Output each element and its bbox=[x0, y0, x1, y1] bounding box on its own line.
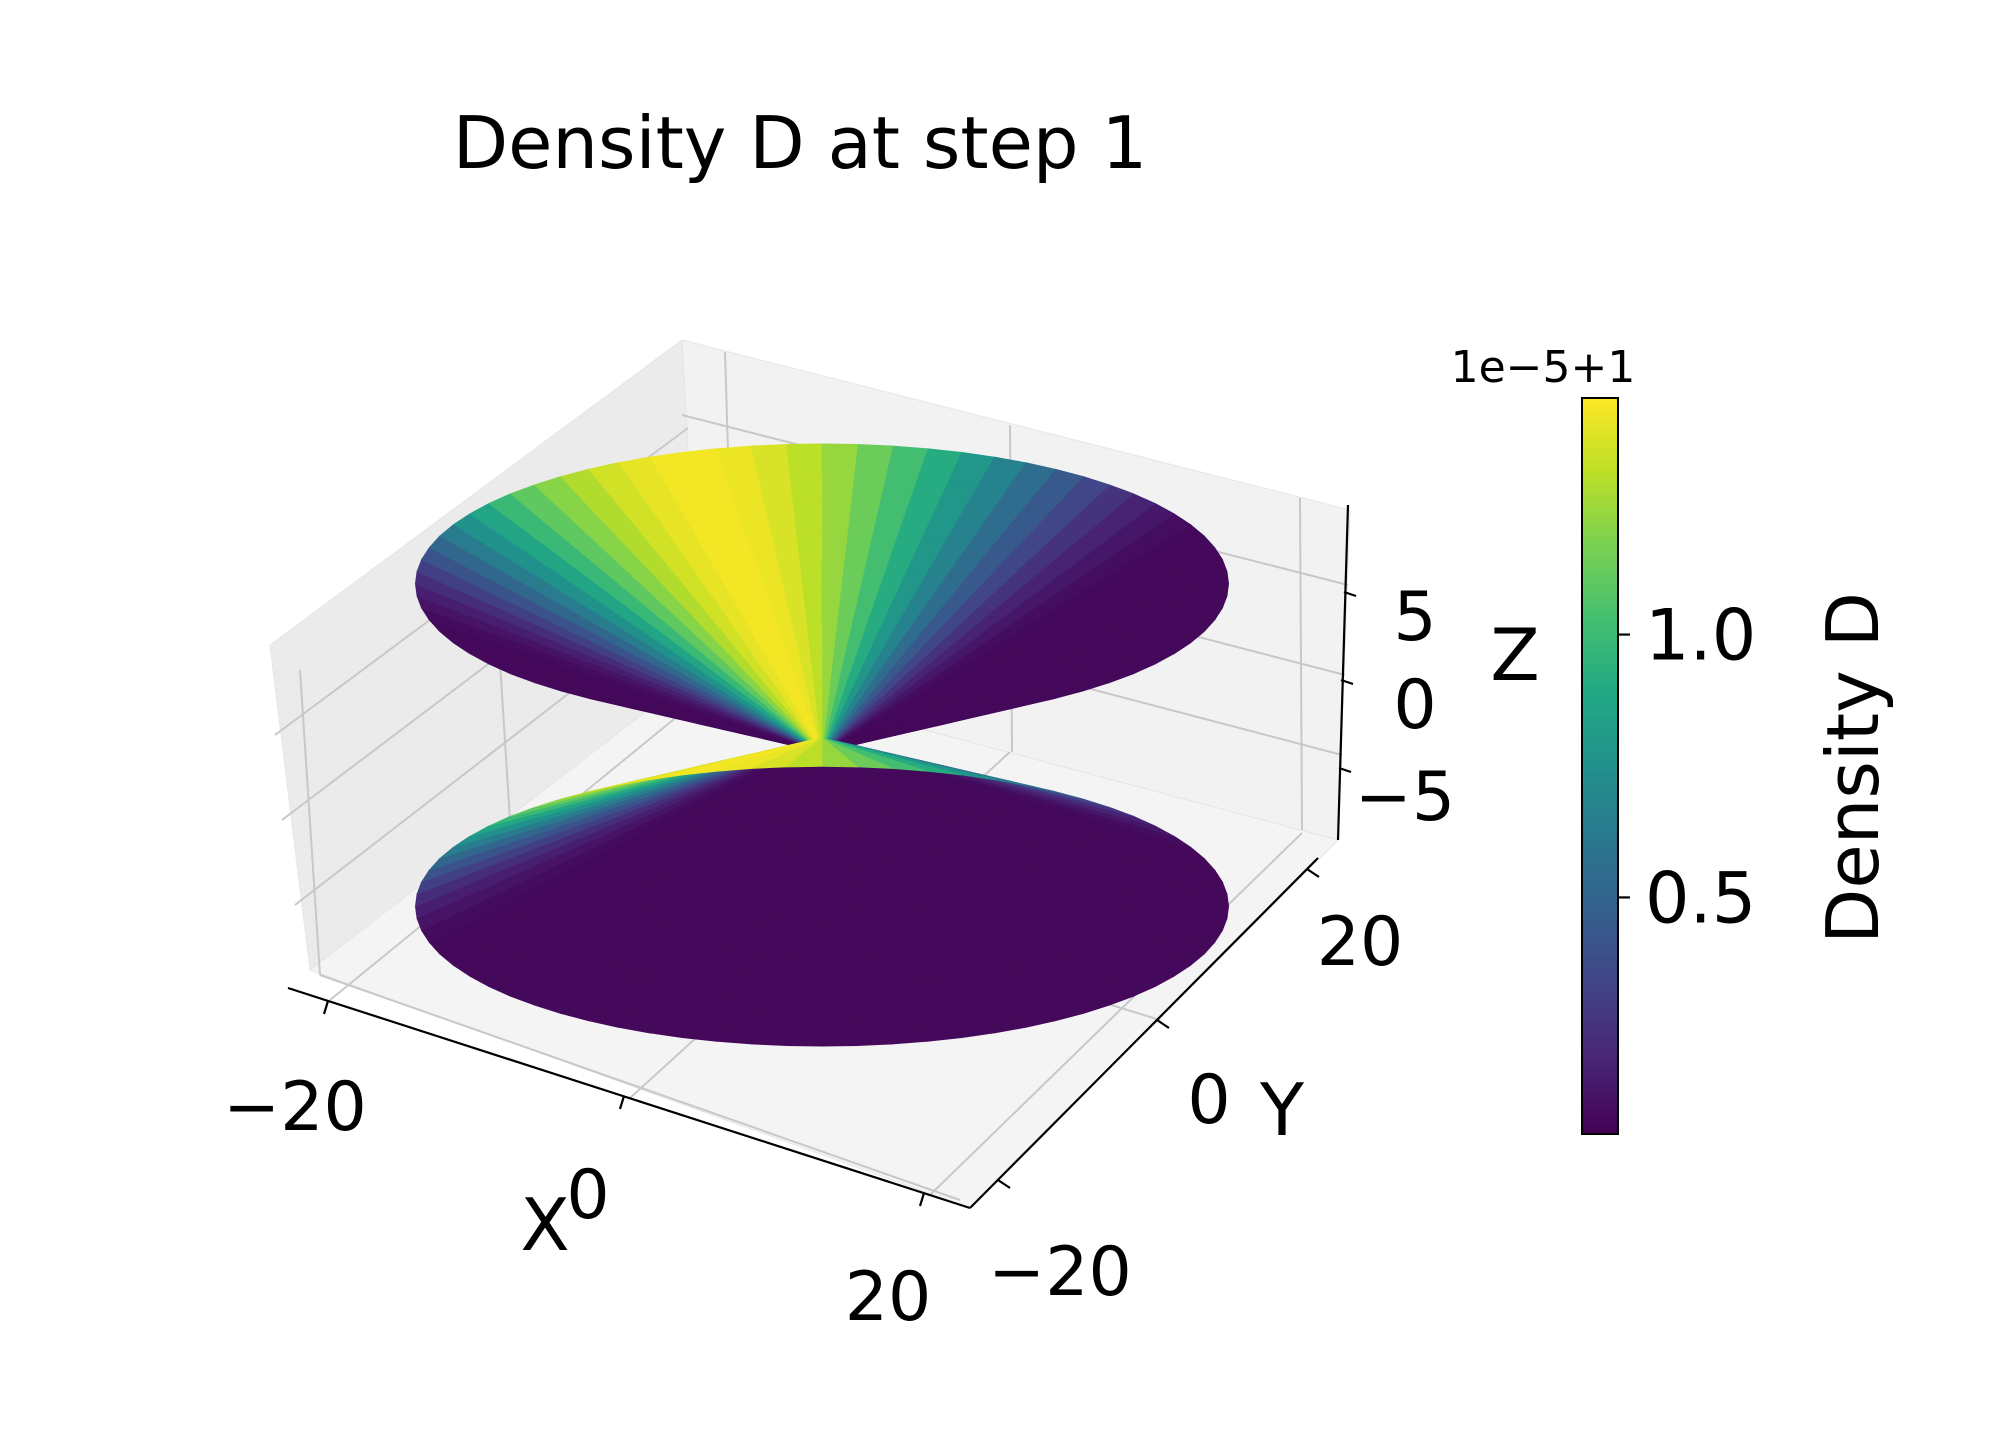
y-axis-line bbox=[969, 857, 1319, 1209]
x-tick-label: 20 bbox=[845, 1258, 932, 1337]
surface-facet bbox=[821, 927, 848, 959]
y-tick-mark bbox=[997, 1179, 1011, 1189]
surface-facet bbox=[785, 763, 823, 768]
surface-facet bbox=[821, 1015, 858, 1047]
z-axis-line bbox=[1336, 504, 1350, 841]
z-tick-mark bbox=[1338, 766, 1352, 774]
surface-facet bbox=[789, 472, 823, 504]
surface-facet bbox=[803, 590, 823, 622]
surface-facet bbox=[786, 443, 823, 475]
z-tick-label: −5 bbox=[1355, 758, 1455, 837]
x-tick-mark bbox=[322, 1000, 330, 1015]
surface-facet bbox=[821, 443, 858, 475]
surface-facet bbox=[789, 986, 823, 1018]
axis-lines bbox=[287, 504, 1350, 1210]
surface-facet bbox=[792, 956, 823, 988]
y-tick-label: −20 bbox=[988, 1233, 1132, 1312]
surface-facet bbox=[792, 502, 823, 534]
surface-facet bbox=[796, 927, 823, 959]
surface-facet bbox=[821, 502, 852, 534]
surface-facet bbox=[750, 443, 791, 476]
y-tick-labels: −20 0 20 bbox=[988, 903, 1403, 1312]
y-axis-label: Y bbox=[1259, 1068, 1305, 1152]
colorbar-tick-label: 0.5 bbox=[1645, 857, 1756, 939]
surface-facet bbox=[850, 473, 887, 506]
surface-facet bbox=[821, 956, 852, 988]
y-tick-mark bbox=[1306, 868, 1320, 878]
z-axis-label: Z bbox=[1490, 613, 1539, 697]
x-axis-line bbox=[287, 986, 971, 1210]
grid-line bbox=[299, 669, 321, 976]
x-tick-label: 0 bbox=[566, 1156, 609, 1235]
x-tick-label: −20 bbox=[223, 1068, 367, 1147]
colorbar-offset-text: 1e−5+1 bbox=[1451, 342, 1636, 393]
colorbar-label: Density D bbox=[1811, 592, 1895, 944]
surface-facet bbox=[821, 472, 855, 504]
surface-facet bbox=[757, 473, 794, 506]
density-surface bbox=[414, 443, 1230, 1047]
colorbar-tick-label: 1.0 bbox=[1645, 595, 1756, 677]
y-tick-label: 0 bbox=[1187, 1061, 1230, 1140]
surface-facet bbox=[821, 531, 848, 563]
surface-facet bbox=[796, 531, 823, 563]
surface-facet bbox=[786, 1015, 823, 1047]
surface-facet bbox=[821, 561, 845, 593]
z-tick-labels: 5 0 −5 bbox=[1355, 578, 1455, 837]
x-tick-mark bbox=[618, 1095, 626, 1110]
surface-facet bbox=[799, 561, 823, 593]
z-tick-mark bbox=[1340, 678, 1354, 686]
y-tick-label: 20 bbox=[1317, 903, 1404, 982]
grid-line bbox=[929, 832, 1303, 1196]
x-tick-labels: −20 0 20 bbox=[223, 1068, 931, 1337]
grid-line bbox=[1299, 497, 1303, 831]
surface-facet bbox=[821, 986, 855, 1018]
y-tick-mark bbox=[1156, 1019, 1170, 1029]
z-tick-label: 0 bbox=[1393, 666, 1436, 745]
colorbar bbox=[1581, 397, 1619, 1135]
chart-title: Density D at step 1 bbox=[453, 101, 1148, 185]
grid-line bbox=[319, 974, 961, 1201]
surface-facet bbox=[821, 763, 859, 768]
colorbar-ticks: 0.5 1.0 bbox=[1618, 595, 1756, 939]
z-tick-mark bbox=[1343, 590, 1357, 598]
x-axis-label: X bbox=[520, 1183, 569, 1267]
z-tick-label: 5 bbox=[1393, 578, 1436, 657]
x-tick-mark bbox=[918, 1192, 926, 1207]
tick-marks bbox=[322, 590, 1357, 1207]
surface-facet bbox=[821, 590, 841, 622]
surface-facet bbox=[853, 443, 894, 476]
